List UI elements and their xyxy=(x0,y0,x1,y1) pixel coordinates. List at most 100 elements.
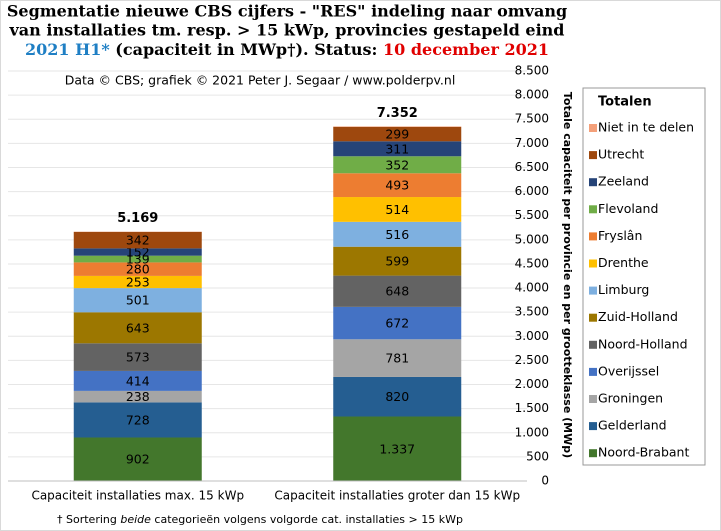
y-tick-label: 7.500 xyxy=(515,112,549,126)
legend-label: Groningen xyxy=(598,391,663,406)
bar-segment xyxy=(333,197,462,222)
data-label: 820 xyxy=(385,389,409,404)
legend-label: Flevoland xyxy=(598,201,658,216)
y-tick-label: 2.500 xyxy=(515,353,549,367)
data-label: 253 xyxy=(126,275,150,290)
y-tick-label: 4.500 xyxy=(515,256,549,270)
bar-segment xyxy=(333,416,462,481)
legend-swatch xyxy=(589,259,597,268)
bar-segment xyxy=(73,390,202,403)
bar-segment xyxy=(73,437,202,481)
bar-segment xyxy=(73,248,202,256)
chart-title: Segmentatie nieuwe CBS cijfers - "RES" i… xyxy=(7,2,567,21)
data-label: 643 xyxy=(126,320,150,335)
legend-swatch xyxy=(589,286,597,295)
bar-segment xyxy=(333,275,462,307)
bar-segment xyxy=(73,275,202,289)
title-part: (capaciteit in MWp†). Status: xyxy=(110,40,383,59)
y-tick-label: 7.000 xyxy=(515,136,549,150)
y-tick-label: 0 xyxy=(541,474,549,488)
y-tick-label: 6.000 xyxy=(515,184,549,198)
legend-label: Zuid-Holland xyxy=(598,309,678,324)
footnote-part: beide xyxy=(120,513,151,526)
bar-segment xyxy=(333,306,462,340)
data-label: 648 xyxy=(385,284,409,299)
legend-label: Drenthe xyxy=(598,255,649,270)
data-label: 352 xyxy=(385,157,409,172)
data-label: 599 xyxy=(385,254,409,269)
legend-title: Totalen xyxy=(598,95,652,110)
bar-segment xyxy=(333,246,462,276)
bar-segment xyxy=(333,221,462,247)
data-label: 902 xyxy=(126,452,150,467)
legend-swatch xyxy=(589,449,597,458)
legend-swatch xyxy=(589,367,597,376)
legend-swatch xyxy=(589,232,597,241)
legend-label: Limburg xyxy=(598,282,649,297)
legend-label: Gelderland xyxy=(598,418,667,433)
data-label: 516 xyxy=(385,227,409,242)
data-label: 501 xyxy=(126,293,150,308)
legend-label: Utrecht xyxy=(598,147,644,162)
title-part: 2021 H1* xyxy=(25,40,110,59)
bar-segment xyxy=(73,402,202,438)
y-tick-label: 5.000 xyxy=(515,232,549,246)
y-tick-label: 3.000 xyxy=(515,329,549,343)
bar-segment xyxy=(73,370,202,391)
data-label: 781 xyxy=(385,351,409,366)
chart-title: 2021 H1* (capaciteit in MWp†). Status: 1… xyxy=(25,40,549,59)
legend-swatch xyxy=(589,124,597,132)
x-tick-label: Capaciteit installaties groter dan 15 kW… xyxy=(274,489,520,503)
legend-swatch xyxy=(589,313,597,322)
bar-segment xyxy=(333,141,462,157)
y-axis-title: Totale capaciteit per provincie en per g… xyxy=(561,92,574,458)
data-label: 238 xyxy=(126,389,150,404)
bar-segment xyxy=(73,255,202,263)
data-label: 728 xyxy=(126,412,150,427)
y-tick-label: 6.500 xyxy=(515,160,549,174)
footnote-part: categorieën volgens volgorde cat. instal… xyxy=(151,513,463,526)
legend-swatch xyxy=(589,395,597,403)
footnote: † Sortering beide categorieën volgens vo… xyxy=(57,513,463,526)
legend-label: Overijssel xyxy=(598,363,659,378)
legend-label: Zeeland xyxy=(598,174,649,189)
y-tick-label: 8.000 xyxy=(515,88,549,102)
legend-swatch xyxy=(589,205,597,214)
y-tick-label: 1.500 xyxy=(515,401,549,415)
bar-segment xyxy=(333,156,462,174)
data-label: 514 xyxy=(385,202,409,217)
data-label: 493 xyxy=(385,178,409,193)
y-tick-label: 500 xyxy=(526,449,549,463)
bar-segment xyxy=(73,312,202,344)
y-tick-label: 4.000 xyxy=(515,281,549,295)
legend-swatch xyxy=(589,178,597,187)
data-label: 280 xyxy=(126,262,150,277)
bar-segment xyxy=(73,262,202,276)
legend-label: Fryslân xyxy=(598,228,642,243)
bar-segment xyxy=(333,173,462,198)
data-label: 672 xyxy=(385,316,409,331)
y-tick-label: 5.500 xyxy=(515,208,549,222)
legend-swatch xyxy=(589,340,597,349)
legend-label: Noord-Holland xyxy=(598,336,688,351)
x-tick-label: Capaciteit installaties max. 15 kWp xyxy=(31,489,244,503)
bar-segment xyxy=(333,339,462,377)
bar-segment xyxy=(73,288,202,313)
data-label: 299 xyxy=(385,127,409,142)
data-label: 311 xyxy=(385,141,409,156)
y-tick-label: 8.500 xyxy=(515,64,549,78)
bar-segment xyxy=(333,376,462,417)
legend-swatch xyxy=(589,422,597,431)
total-label: 7.352 xyxy=(377,106,418,121)
bar-segment xyxy=(73,343,202,371)
title-part: 10 december 2021 xyxy=(383,40,549,59)
y-tick-label: 1.000 xyxy=(515,425,549,439)
data-label: 414 xyxy=(126,373,150,388)
total-label: 5.169 xyxy=(117,211,158,226)
data-label: 1.337 xyxy=(379,441,415,456)
legend-box xyxy=(582,87,706,466)
bar-segment xyxy=(73,231,202,249)
data-label: 342 xyxy=(126,233,150,248)
data-label: 573 xyxy=(126,350,150,365)
footnote-part: † Sortering xyxy=(57,513,120,526)
